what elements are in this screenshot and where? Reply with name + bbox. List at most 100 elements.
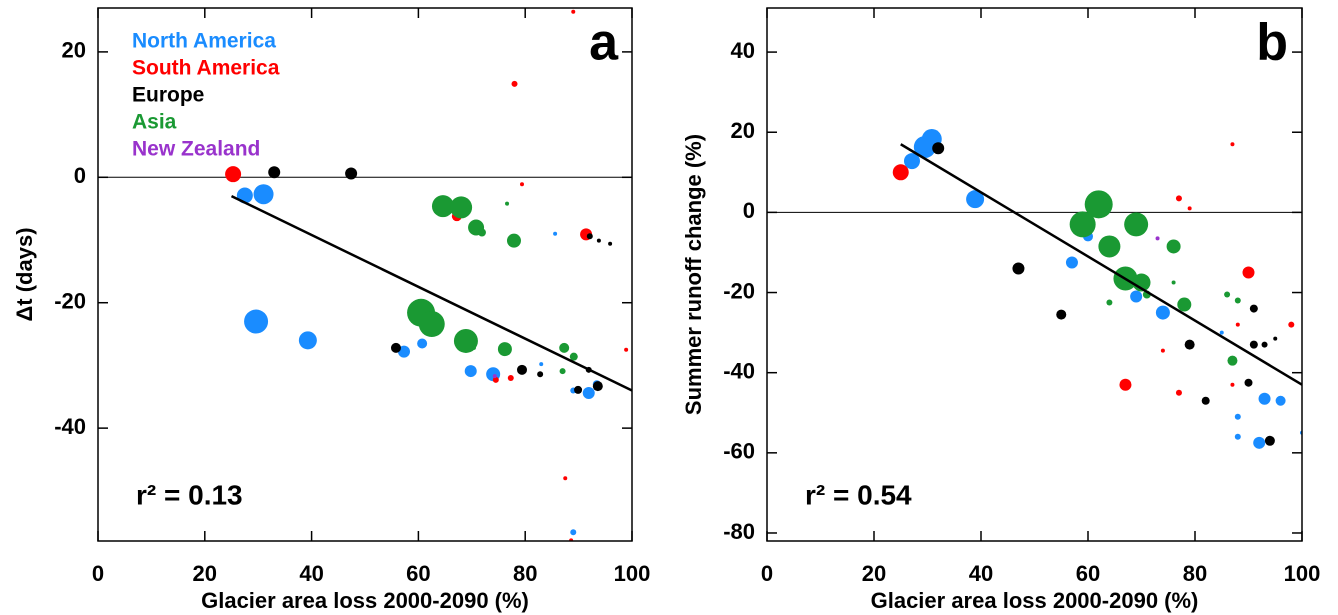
point (1273, 336, 1278, 341)
x-tick-label: 0 (92, 561, 104, 586)
point (1275, 395, 1286, 406)
y-tick-label: -80 (723, 519, 755, 544)
x-tick-label: 80 (1183, 561, 1207, 586)
point (586, 233, 593, 240)
legend-entry: Asia (132, 111, 177, 134)
y-axis-label: Δt (days) (12, 227, 37, 321)
x-tick-label: 60 (406, 561, 430, 586)
point (1166, 239, 1181, 254)
point (511, 80, 518, 87)
x-tick-label: 20 (193, 561, 217, 586)
y-tick-label: 0 (743, 198, 755, 223)
point (966, 190, 985, 209)
point (537, 371, 544, 378)
point (563, 476, 568, 481)
point (519, 182, 524, 187)
x-tick-label: 100 (1284, 561, 1321, 586)
point (1230, 142, 1235, 147)
y-tick-label: 40 (731, 38, 755, 63)
legend-entry: North America (132, 30, 276, 53)
point (569, 352, 578, 361)
point (1187, 206, 1192, 211)
point (397, 345, 410, 358)
point (1184, 339, 1195, 350)
point (298, 331, 317, 350)
point (1249, 340, 1258, 349)
point (1288, 321, 1295, 328)
point (1253, 436, 1266, 449)
x-tick-label: 0 (761, 561, 773, 586)
point (506, 233, 521, 248)
point (1224, 291, 1231, 298)
point (1098, 235, 1121, 258)
y-axis-label: Summer runoff change (%) (681, 134, 706, 415)
annotation: r² = 0.13 (136, 479, 243, 510)
point (1175, 195, 1182, 202)
point (516, 364, 527, 375)
frame (766, 7, 1303, 542)
point (418, 311, 445, 338)
point (1242, 266, 1255, 279)
legend-entry: New Zealand (132, 138, 260, 161)
fit-line (230, 194, 632, 392)
panel-label: a (589, 14, 619, 72)
point (1235, 322, 1240, 327)
point (464, 365, 477, 378)
point (1249, 304, 1258, 313)
point (570, 529, 577, 536)
point (1264, 435, 1275, 446)
point (1234, 433, 1241, 440)
point (559, 368, 566, 375)
point (553, 231, 558, 236)
point (492, 374, 497, 379)
x-tick-label: 60 (1076, 561, 1100, 586)
point (1119, 378, 1132, 391)
panel-label: b (1256, 14, 1288, 72)
point (1201, 396, 1210, 405)
x-tick-label: 100 (614, 561, 651, 586)
x-tick-label: 40 (299, 561, 323, 586)
point (1012, 262, 1025, 275)
point (608, 241, 613, 246)
x-axis-label: Glacier area loss 2000-2090 (%) (201, 588, 529, 613)
point (1227, 355, 1238, 366)
point (505, 201, 510, 206)
point (903, 153, 920, 170)
point (571, 9, 576, 14)
point (497, 342, 512, 357)
points (225, 9, 632, 541)
point (1230, 382, 1235, 387)
legend-entry: South America (132, 57, 280, 80)
point (1177, 297, 1192, 312)
y-tick-label: -20 (723, 278, 755, 303)
point (1258, 392, 1271, 405)
x-axis-label: Glacier area loss 2000-2090 (%) (871, 588, 1199, 613)
fit-line (900, 143, 1302, 386)
point (1155, 305, 1170, 320)
point (471, 345, 476, 350)
frame (97, 7, 633, 542)
point (539, 362, 544, 367)
legend-entry: Europe (132, 84, 204, 107)
point (431, 195, 454, 218)
point (1219, 330, 1224, 335)
point (507, 374, 514, 381)
point (1261, 341, 1268, 348)
point (417, 338, 428, 349)
point (559, 342, 570, 353)
point (477, 228, 486, 237)
annotation: r² = 0.54 (805, 479, 912, 510)
point (624, 347, 629, 352)
y-tick-label: -40 (723, 358, 755, 383)
point (1056, 309, 1067, 320)
point (345, 167, 358, 180)
point (592, 381, 603, 392)
point (1171, 280, 1176, 285)
points (892, 129, 1302, 449)
point (1234, 297, 1241, 304)
point (453, 328, 478, 353)
point (892, 164, 909, 181)
